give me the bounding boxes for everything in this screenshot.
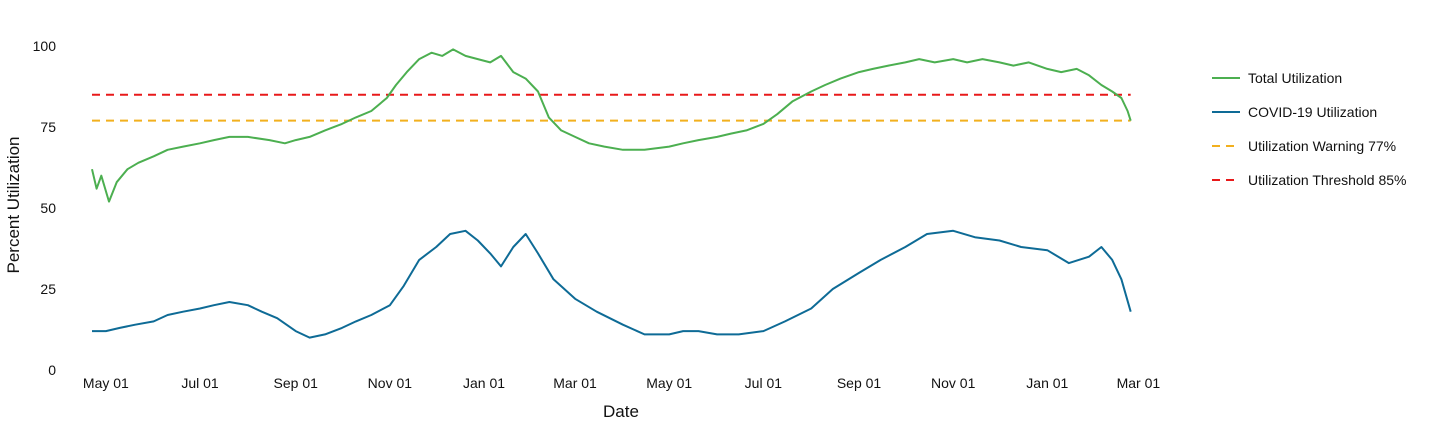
y-axis-ticks: 0 25 50 75 100 [33, 38, 57, 378]
x-axis-ticks: May 01 Jul 01 Sep 01 Nov 01 Jan 01 Mar 01 May … [83, 375, 1160, 391]
y-tick-label: 25 [40, 281, 56, 297]
y-axis-title: Percent Utilization [4, 136, 23, 273]
x-tick-label: Jan 01 [463, 375, 505, 391]
total-utilization-line [91, 48, 1132, 203]
legend-item-utilization-warning: Utilization Warning 77% [1212, 138, 1396, 154]
covid-utilization-line [92, 229, 1132, 339]
legend-item-covid-utilization: COVID-19 Utilization [1212, 104, 1377, 120]
legend-label: Utilization Threshold 85% [1248, 172, 1407, 188]
legend-label: Total Utilization [1248, 70, 1342, 86]
x-tick-label: May 01 [646, 375, 692, 391]
y-tick-label: 0 [48, 362, 56, 378]
x-tick-label: Sep 01 [837, 375, 882, 391]
y-tick-label: 50 [40, 200, 56, 216]
legend-item-utilization-threshold: Utilization Threshold 85% [1212, 172, 1407, 188]
legend-label: COVID-19 Utilization [1248, 104, 1377, 120]
legend-label: Utilization Warning 77% [1248, 138, 1396, 154]
x-tick-label: Mar 01 [553, 375, 597, 391]
y-tick-label: 100 [33, 38, 57, 54]
x-tick-label: Nov 01 [368, 375, 413, 391]
legend-item-total-utilization: Total Utilization [1212, 70, 1342, 86]
x-tick-label: Jul 01 [745, 375, 783, 391]
x-tick-label: Mar 01 [1117, 375, 1161, 391]
x-axis-title: Date [603, 402, 639, 421]
x-tick-label: Jul 01 [181, 375, 219, 391]
legend: Total Utilization COVID-19 Utilization Uti… [1212, 70, 1407, 188]
x-tick-label: Jan 01 [1026, 375, 1068, 391]
y-tick-label: 75 [40, 119, 56, 135]
x-tick-label: Sep 01 [274, 375, 319, 391]
reference-lines [92, 93, 1131, 122]
x-tick-label: Nov 01 [931, 375, 976, 391]
series-lines [91, 48, 1132, 339]
x-tick-label: May 01 [83, 375, 129, 391]
